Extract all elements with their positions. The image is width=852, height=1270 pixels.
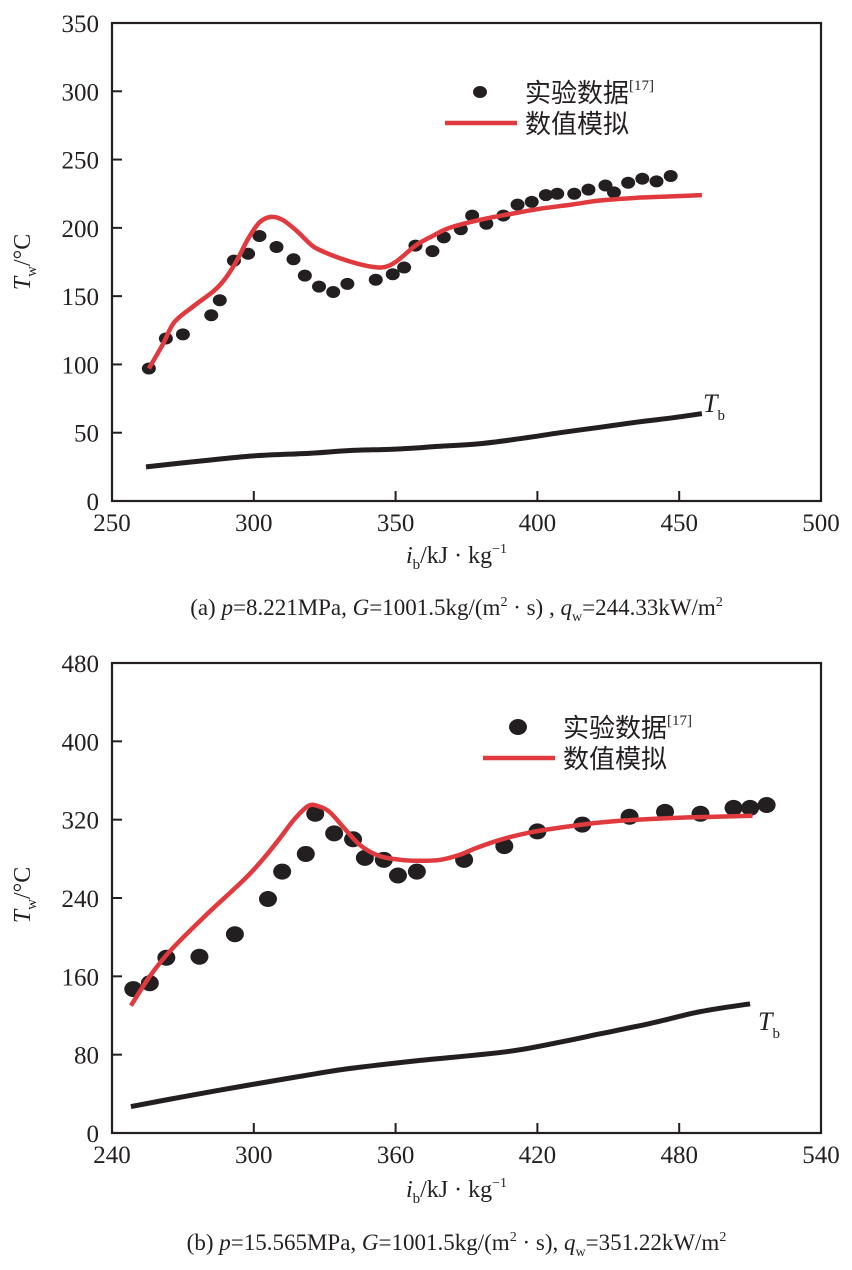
experiment-point (225, 926, 244, 943)
y-tick-label: 400 (62, 729, 100, 756)
y-tick-label: 200 (62, 216, 100, 243)
experiment-point (286, 253, 301, 266)
x-tick-label: 420 (519, 1142, 557, 1169)
x-tick-label: 240 (93, 1142, 131, 1169)
y-tick-label: 80 (74, 1043, 99, 1070)
experiment-point (385, 268, 400, 281)
experiment-point (326, 286, 341, 299)
experiment-point (656, 803, 675, 820)
x-tick-label: 480 (660, 1142, 698, 1169)
experiment-point (273, 863, 292, 880)
y-tick-label: 350 (62, 11, 100, 38)
experiment-point (388, 867, 407, 884)
y-tick-label: 480 (62, 651, 100, 678)
y-tick-label: 300 (62, 79, 100, 106)
y-axis-title: Tw/°C (10, 867, 40, 923)
tb-curve-label: Tb (758, 1007, 780, 1042)
y-tick-label: 50 (74, 421, 99, 448)
legend-label-experiment: 实验数据[17] (525, 78, 654, 109)
experiment-point (724, 799, 743, 816)
y-tick-label: 0 (87, 1121, 100, 1148)
plot-frame (110, 21, 823, 503)
experiment-point (297, 269, 312, 282)
experiment-point (204, 309, 219, 322)
legend-dot-marker (473, 86, 487, 98)
experiment-point (621, 176, 636, 189)
experiment-point (663, 169, 678, 182)
y-tick-label: 150 (62, 284, 100, 311)
x-tick-label: 300 (235, 1142, 273, 1169)
experiment-point (312, 280, 327, 293)
y-tick-label: 160 (62, 964, 100, 991)
y-axis-title: Tw/°C (10, 234, 40, 290)
legend: 实验数据[17]数值模拟 (445, 78, 654, 140)
experiment-point (325, 825, 344, 842)
experiment-point (241, 247, 256, 260)
y-tick-label: 320 (62, 808, 100, 835)
x-tick-label: 400 (519, 510, 557, 537)
x-tick-label: 250 (93, 510, 131, 537)
legend-dot-marker (509, 719, 527, 735)
x-tick-label: 350 (377, 510, 415, 537)
x-tick-label: 500 (802, 510, 840, 537)
experiment-point (407, 863, 426, 880)
experiment-point (190, 948, 209, 965)
experiment-point (606, 186, 621, 199)
x-tick-label: 360 (377, 1142, 415, 1169)
tb-curve (145, 411, 703, 470)
tb-curve-label: Tb (703, 389, 725, 424)
x-axis-title: ib/kJ · kg−1 (406, 1176, 507, 1207)
experiment-point (550, 187, 565, 200)
chart-b: 240 300 360 420 480 540 0 80 160 240 320 400 480 ib/k… (10, 651, 840, 1260)
legend-label-simulation: 数值模拟 (525, 110, 629, 140)
y-tick-label: 240 (62, 886, 100, 913)
tb-curve (130, 1001, 751, 1110)
experiment-point (538, 189, 553, 202)
experiment-point (524, 195, 539, 208)
experiment-point (269, 240, 284, 253)
experiment-point (436, 231, 451, 244)
experiment-point (296, 845, 315, 862)
experiment-point (175, 328, 190, 341)
experiment-point (581, 183, 596, 196)
simulation-curve (146, 192, 702, 370)
experiment-point (258, 890, 277, 907)
chart-a: 250 300 350 400 450 500 0 50 100 150 200 250 300 350 i… (10, 11, 840, 625)
figure-caption: (a) p=8.221MPa, G=1001.5kg/(m2 · s) , qw… (190, 595, 723, 625)
experiment-point (397, 261, 412, 274)
experiment-point (425, 245, 440, 258)
experiment-point (368, 273, 383, 286)
x-axis-title: ib/kJ · kg−1 (406, 542, 507, 573)
experiment-point (741, 799, 760, 816)
experiment-point (340, 277, 355, 290)
x-tick-label: 300 (235, 510, 273, 537)
legend-label-experiment: 实验数据[17] (563, 713, 692, 744)
experiment-point (212, 294, 227, 307)
simulation-curve (129, 802, 753, 1007)
legend-label-simulation: 数值模拟 (563, 745, 667, 775)
experiment-point (757, 796, 776, 813)
experiment-point (510, 198, 525, 211)
y-tick-label: 0 (87, 489, 100, 516)
figure-caption: (b) p=15.565MPa, G=1001.5kg/(m2 · s), qw… (187, 1230, 727, 1260)
legend: 实验数据[17]数值模拟 (483, 713, 692, 775)
experiment-point (635, 172, 650, 185)
experiment-point (252, 230, 267, 243)
x-tick-label: 540 (802, 1142, 840, 1169)
experiment-point (567, 187, 582, 200)
experiment-point (306, 805, 325, 822)
x-tick-label: 450 (660, 510, 698, 537)
y-tick-label: 250 (62, 148, 100, 175)
y-tick-label: 100 (62, 352, 100, 379)
plot-frame (110, 661, 823, 1135)
experiment-point (649, 175, 664, 188)
